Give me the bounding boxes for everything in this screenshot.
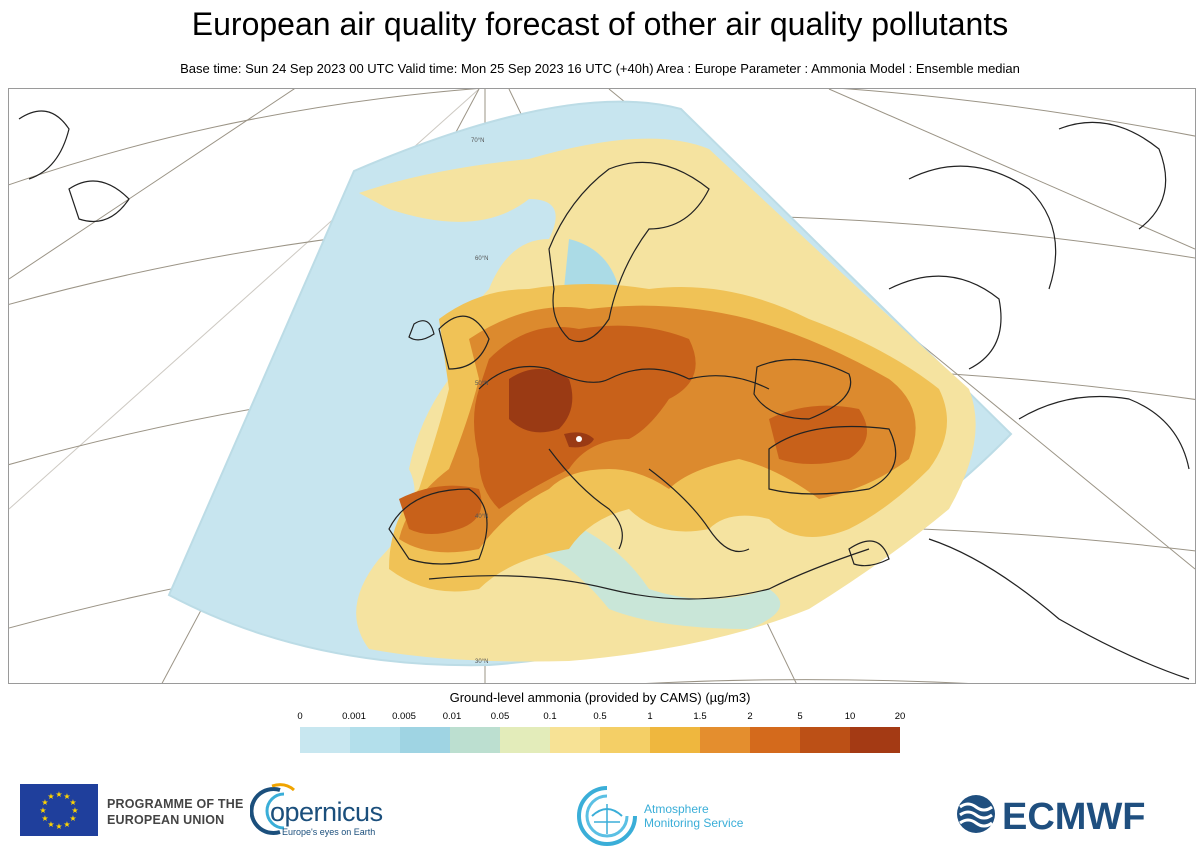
legend-swatch-1 xyxy=(350,727,400,753)
eu-line-2: EUROPEAN UNION xyxy=(107,813,225,827)
lat-label-30: 30°N xyxy=(475,659,488,665)
copernicus-wordmark: opernicus xyxy=(270,797,383,827)
copernicus-tagline: Europe's eyes on Earth xyxy=(282,827,376,837)
legend-tick: 0.001 xyxy=(342,711,366,722)
forecast-map[interactable]: 70°N 60°N 50°N 40°N 30°N xyxy=(8,88,1196,684)
legend-swatch-4 xyxy=(500,727,550,753)
cams-label: Atmosphere Monitoring Service xyxy=(644,802,743,830)
zone-very-high-iberia xyxy=(399,485,482,534)
legend-title: Ground-level ammonia (provided by CAMS) … xyxy=(449,690,751,705)
legend-swatch-6 xyxy=(600,727,650,753)
svg-text:★: ★ xyxy=(69,814,76,823)
legend-ticks: 0 0.001 0.005 0.01 0.05 0.1 0.5 1 1.5 2 … xyxy=(0,711,1200,725)
map-canvas: 70°N 60°N 50°N 40°N 30°N xyxy=(9,89,1195,683)
lat-label-70: 70°N xyxy=(471,138,484,144)
svg-text:★: ★ xyxy=(47,792,54,801)
ecmwf-wordmark: ECMWF xyxy=(1002,796,1146,835)
svg-text:★: ★ xyxy=(63,820,70,829)
legend-swatch-7 xyxy=(650,727,700,753)
svg-text:★: ★ xyxy=(55,790,62,799)
svg-text:★: ★ xyxy=(41,798,48,807)
legend-swatch-5 xyxy=(550,727,600,753)
max-marker xyxy=(576,436,582,442)
legend-tick: 20 xyxy=(894,711,906,722)
legend-tick: 0.5 xyxy=(593,711,607,722)
legend-tick: 5 xyxy=(797,711,803,722)
legend-tick: 2 xyxy=(747,711,753,722)
svg-text:★: ★ xyxy=(71,806,78,815)
legend-tick: 1.5 xyxy=(693,711,707,722)
svg-text:★: ★ xyxy=(69,798,76,807)
svg-text:★: ★ xyxy=(63,792,70,801)
legend-swatch-8 xyxy=(700,727,750,753)
legend-tick: 0.01 xyxy=(442,711,462,722)
lat-label-40: 40°N xyxy=(475,514,488,520)
legend-swatch-2 xyxy=(400,727,450,753)
legend-color-bar xyxy=(300,727,900,753)
eu-flag-logo: ★ ★ ★ ★ ★ ★ ★ ★ ★ ★ ★ ★ xyxy=(20,784,98,836)
lat-label-50: 50°N xyxy=(475,381,488,387)
legend-tick: 10 xyxy=(844,711,856,722)
svg-text:★: ★ xyxy=(55,822,62,831)
legend-swatch-11 xyxy=(850,727,900,753)
legend-tick: 0 xyxy=(297,711,303,722)
ecmwf-logo: ECMWF xyxy=(957,795,1146,835)
legend-swatch-10 xyxy=(800,727,850,753)
cams-globe-icon xyxy=(577,786,637,846)
coastlines xyxy=(18,110,1190,680)
svg-text:★: ★ xyxy=(39,806,46,815)
copernicus-logo xyxy=(250,783,295,835)
zone-peak xyxy=(509,369,573,433)
legend-tick: 0.005 xyxy=(392,711,416,722)
page-title: European air quality forecast of other a… xyxy=(191,6,1009,42)
legend-tick: 0.05 xyxy=(490,711,510,722)
eu-programme-label: PROGRAMME OF THE EUROPEAN UNION xyxy=(107,796,244,828)
svg-text:★: ★ xyxy=(47,820,54,829)
legend-swatch-9 xyxy=(750,727,800,753)
forecast-metadata: Base time: Sun 24 Sep 2023 00 UTC Valid … xyxy=(180,61,1020,76)
legend-tick: 1 xyxy=(647,711,653,722)
eu-line-1: PROGRAMME OF THE xyxy=(107,797,244,811)
legend-tick: 0.1 xyxy=(543,711,557,722)
legend-swatch-3 xyxy=(450,727,500,753)
cams-line-2: Monitoring Service xyxy=(644,816,744,830)
zone-very-high-anatolia xyxy=(769,405,867,464)
zone-med-sea xyxy=(529,509,781,629)
lat-label-60: 60°N xyxy=(475,256,488,262)
svg-text:★: ★ xyxy=(41,814,48,823)
cams-line-1: Atmosphere xyxy=(644,802,709,816)
legend-swatch-0 xyxy=(300,727,350,753)
